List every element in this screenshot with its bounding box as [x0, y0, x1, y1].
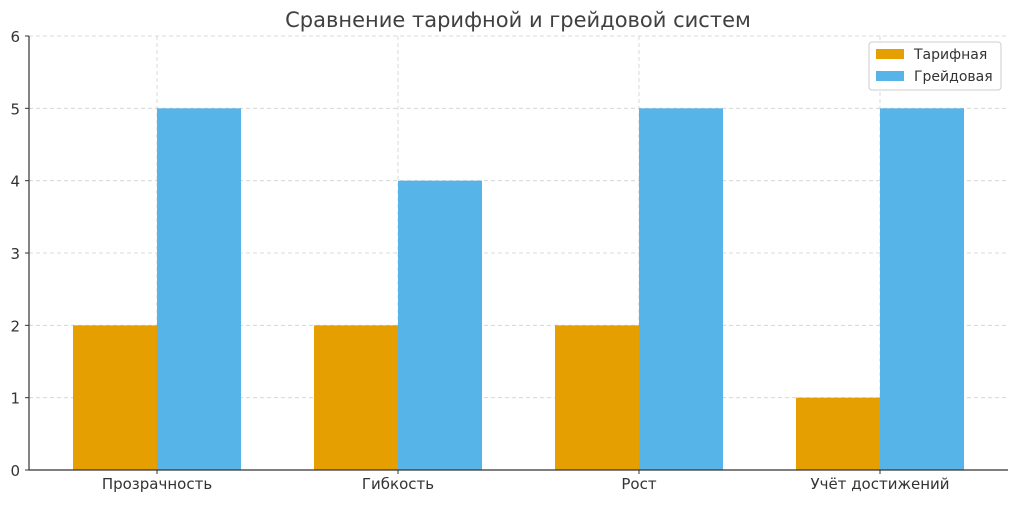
bar-tarifnaya-1 — [314, 325, 398, 470]
y-tick-label-0: 0 — [10, 462, 20, 480]
y-tick-label-3: 3 — [10, 245, 20, 263]
x-tick-label-1: Гибкость — [362, 475, 434, 493]
x-tick-label-2: Рост — [621, 475, 656, 493]
x-tick-label-3: Учёт достижений — [810, 475, 949, 493]
y-tick-label-6: 6 — [10, 28, 20, 46]
bar-greidovaya-0 — [157, 108, 241, 470]
y-tick-label-2: 2 — [10, 317, 20, 335]
x-tick-label-0: Прозрачность — [102, 475, 212, 493]
bar-tarifnaya-3 — [796, 397, 880, 470]
y-tick-label-5: 5 — [10, 100, 20, 118]
bars — [73, 108, 964, 470]
bar-greidovaya-3 — [880, 108, 964, 470]
legend-swatch-tarifnaya — [876, 49, 904, 59]
bar-tarifnaya-0 — [73, 325, 157, 470]
y-tick-labels: 0 1 2 3 4 5 6 — [10, 28, 29, 480]
bar-greidovaya-1 — [398, 180, 482, 470]
legend: Тарифная Грейдовая — [868, 41, 1002, 91]
y-tick-label-4: 4 — [10, 173, 20, 191]
chart-title: Сравнение тарифной и грейдовой систем — [285, 8, 751, 32]
bar-greidovaya-2 — [639, 108, 723, 470]
y-tick-label-1: 1 — [10, 390, 20, 408]
bar-tarifnaya-2 — [555, 325, 639, 470]
legend-label-tarifnaya: Тарифная — [913, 47, 987, 63]
x-tick-labels: Прозрачность Гибкость Рост Учёт достижений — [102, 470, 950, 493]
legend-swatch-greidovaya — [876, 71, 904, 81]
legend-label-greidovaya: Грейдовая — [914, 69, 993, 85]
